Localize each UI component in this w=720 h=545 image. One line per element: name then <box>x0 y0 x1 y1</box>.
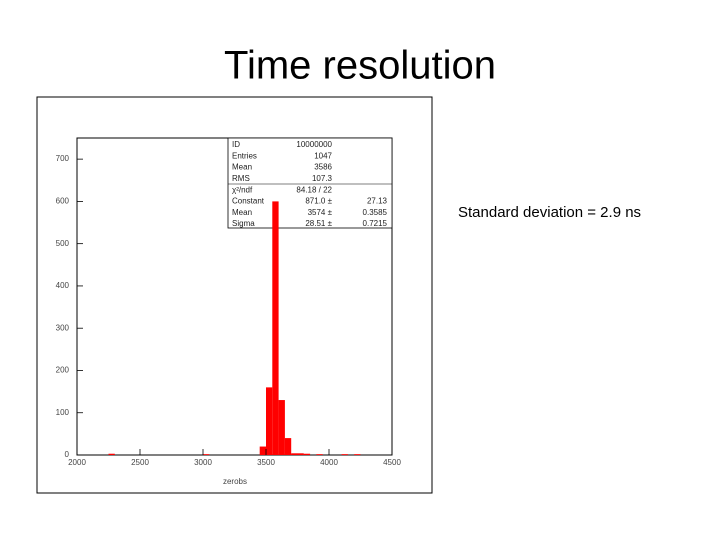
y-tick-label: 400 <box>56 281 70 290</box>
stats-label: Entries <box>232 151 257 160</box>
histogram-bar <box>259 446 266 455</box>
histogram-bar <box>203 454 210 455</box>
stats-label: Sigma <box>232 219 255 228</box>
x-tick-label: 3500 <box>257 458 275 467</box>
stats-label: Constant <box>232 197 265 206</box>
x-tick-label: 2000 <box>68 458 86 467</box>
stats-value: 3574 ± <box>308 208 333 217</box>
x-tick-label: 4000 <box>320 458 338 467</box>
stats-error: 0.3585 <box>363 208 388 217</box>
stats-value: 10000000 <box>296 140 332 149</box>
stats-label: Mean <box>232 163 252 172</box>
stats-value: 1047 <box>314 151 332 160</box>
annotation: Standard deviation = 2.9 ns <box>458 204 641 221</box>
stats-value: 3586 <box>314 163 332 172</box>
slide-title: Time resolution <box>224 44 496 88</box>
histogram-bar <box>297 453 304 455</box>
stats-label: χ²/ndf <box>232 185 253 194</box>
stats-label: Mean <box>232 208 252 217</box>
stats-value: 28.51 ± <box>305 219 332 228</box>
stats-error: 0.7215 <box>363 219 388 228</box>
histogram-bar <box>354 454 361 455</box>
y-tick-label: 600 <box>56 197 70 206</box>
y-tick-label: 200 <box>56 366 70 375</box>
y-tick-label: 500 <box>56 239 70 248</box>
x-tick-label: 2500 <box>131 458 149 467</box>
stats-label: ID <box>232 140 240 149</box>
stats-value: 107.3 <box>312 174 333 183</box>
histogram-bar <box>266 387 273 455</box>
y-tick-label: 700 <box>56 154 70 163</box>
histogram-bar <box>278 400 285 455</box>
y-tick-label: 300 <box>56 323 70 332</box>
histogram-bar <box>341 454 348 455</box>
y-tick-label: 100 <box>56 408 70 417</box>
stats-label: RMS <box>232 174 250 183</box>
x-tick-label: 4500 <box>383 458 401 467</box>
y-tick-label: 0 <box>65 450 70 459</box>
x-tick-label: 3000 <box>194 458 212 467</box>
histogram-bar <box>284 438 292 455</box>
x-axis-label: zerobs <box>223 477 247 486</box>
stats-value: 871.0 ± <box>305 197 332 206</box>
stats-error: 27.13 <box>367 197 388 206</box>
histogram-bar <box>303 453 311 455</box>
stats-value: 84.18 / 22 <box>296 185 332 194</box>
histogram-bar <box>272 201 279 455</box>
histogram-bar <box>108 453 115 455</box>
stats-box <box>227 137 393 229</box>
histogram-bar <box>316 454 323 455</box>
histogram-bar <box>291 453 298 455</box>
